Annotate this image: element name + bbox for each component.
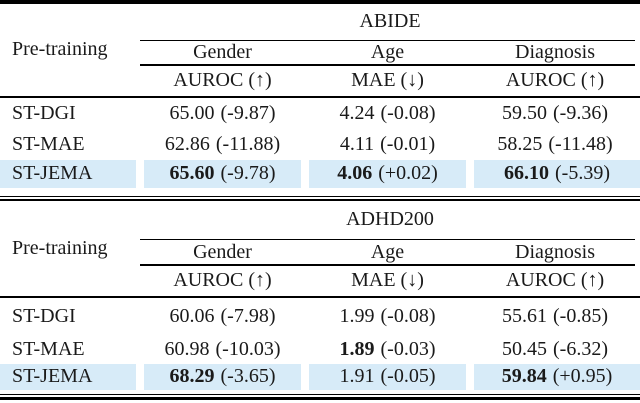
metric-value: 58.25 [497, 133, 543, 155]
metric-delta: (-5.39) [555, 162, 610, 184]
metric-value: 60.98 [164, 337, 210, 360]
section-header-adhd200: Pre-training ADHD200 Gender Age Diagnosi… [0, 201, 640, 296]
metric-cell: 55.61 (-0.85) [470, 298, 640, 335]
pretraining-header: Pre-training [12, 236, 108, 259]
rule-under-dataset [140, 238, 635, 240]
table-row: ST-MAE 60.98 (-10.03) 1.89 (-0.03) 50.45 (-… [0, 335, 640, 364]
metric-cell: 60.06 (-7.98) [140, 298, 305, 335]
header-body-rule [0, 295, 640, 298]
dataset-title: ABIDE [359, 10, 421, 32]
metric-delta: (-0.08) [380, 102, 436, 124]
metric-header-mae-down: MAE (↓) [351, 269, 424, 291]
metric-value: 1.99 [339, 304, 375, 327]
metric-value: 60.06 [169, 304, 215, 327]
section-separator-rule [0, 199, 640, 201]
rule-under-dataset [140, 39, 635, 41]
row-label: ST-MAE [12, 133, 85, 155]
metric-value: 4.24 [339, 102, 375, 124]
row-label: ST-DGI [12, 304, 76, 327]
metric-delta: (-0.03) [380, 337, 436, 360]
metric-cell: 66.10 (-5.39) [474, 159, 640, 188]
metric-value: 62.86 [164, 133, 210, 155]
header-body-rule [0, 95, 640, 98]
metric-delta: (-11.88) [215, 133, 281, 155]
table-row-highlighted: ST-JEMA 68.29 (-3.65) 1.91 (-0.05) 59.84 (+… [0, 363, 640, 390]
metric-value: 66.10 [504, 162, 549, 184]
metric-cell: 65.00 (-9.87) [140, 98, 305, 130]
task-header-gender: Gender [193, 240, 252, 263]
rule-under-tasks [140, 264, 635, 266]
metric-value: 1.89 [339, 337, 375, 360]
table-bottom-gap [0, 395, 640, 397]
table-bottom-rule [0, 393, 640, 395]
metric-header-auroc-up: AUROC (↑) [505, 69, 605, 91]
metric-delta: (-6.32) [553, 337, 608, 360]
metric-cell: 65.60 (-9.78) [144, 159, 301, 188]
task-header-diagnosis: Diagnosis [515, 41, 595, 63]
metric-value: 59.84 [501, 365, 547, 387]
section-header-abide: Pre-training ABIDE Gender Age Diagnosis … [0, 4, 640, 96]
metric-delta: (-11.48) [548, 133, 613, 155]
metric-value: 65.60 [169, 162, 215, 184]
task-header-age: Age [370, 240, 405, 263]
metric-cell: 50.45 (-6.32) [470, 335, 640, 364]
metric-delta: (+0.02) [378, 162, 438, 184]
metric-cell: 62.86 (-11.88) [140, 130, 305, 160]
table-row: ST-DGI 65.00 (-9.87) 4.24 (-0.08) 59.50 (-9… [0, 98, 640, 130]
row-label: ST-DGI [12, 102, 76, 124]
pretraining-header: Pre-training [12, 38, 108, 60]
metric-header-auroc-up: AUROC (↑) [173, 69, 272, 91]
metric-value: 1.91 [339, 365, 375, 387]
task-header-gender: Gender [193, 41, 252, 63]
metric-delta: (-3.65) [220, 365, 276, 387]
metric-cell: 60.98 (-10.03) [140, 335, 305, 364]
table-row: ST-DGI 60.06 (-7.98) 1.99 (-0.08) 55.61 (-0… [0, 298, 640, 335]
metric-delta: (-9.78) [220, 162, 276, 184]
metric-cell: 4.24 (-0.08) [305, 98, 470, 130]
metric-header-auroc-up: AUROC (↑) [173, 269, 272, 291]
metric-value: 50.45 [502, 337, 547, 360]
metric-header-mae-down: MAE (↓) [351, 69, 424, 91]
metric-cell: 59.50 (-9.36) [470, 98, 640, 130]
task-header-diagnosis: Diagnosis [515, 240, 595, 263]
table-bottom-rule-thick [0, 397, 640, 400]
metric-delta: (-9.36) [553, 102, 608, 124]
metric-delta: (-9.87) [220, 102, 276, 124]
metric-delta: (+0.95) [552, 365, 613, 387]
metric-cell: 1.99 (-0.08) [305, 298, 470, 335]
metric-cell: 58.25 (-11.48) [470, 130, 640, 160]
metric-value: 68.29 [169, 365, 215, 387]
metric-delta: (-0.01) [380, 133, 436, 155]
metric-delta: (-0.85) [553, 304, 608, 327]
metric-value: 55.61 [502, 304, 547, 327]
row-label: ST-MAE [12, 337, 85, 360]
spacer [0, 188, 640, 196]
metric-value: 65.00 [169, 102, 215, 124]
table-row: ST-MAE 62.86 (-11.88) 4.11 (-0.01) 58.25 (-… [0, 130, 640, 160]
metric-value: 4.11 [339, 133, 375, 155]
table-top-rule [0, 0, 640, 4]
metric-cell: 68.29 (-3.65) [144, 363, 301, 390]
metric-cell: 1.91 (-0.05) [309, 363, 466, 390]
dataset-title: ADHD200 [346, 208, 434, 230]
metric-delta: (-10.03) [215, 337, 281, 360]
task-header-age: Age [370, 41, 405, 63]
section-separator-rule [0, 195, 640, 197]
rule-under-tasks [140, 64, 635, 66]
metric-cell: 4.11 (-0.01) [305, 130, 470, 160]
table-row-highlighted: ST-JEMA 65.60 (-9.78) 4.06 (+0.02) 66.10 (-… [0, 159, 640, 188]
metric-delta: (-7.98) [220, 304, 276, 327]
metric-cell: 1.89 (-0.03) [305, 335, 470, 364]
metric-delta: (-0.05) [380, 365, 436, 387]
metric-delta: (-0.08) [380, 304, 436, 327]
metric-header-auroc-up: AUROC (↑) [505, 269, 605, 291]
metric-value: 59.50 [502, 102, 547, 124]
metric-cell: 4.06 (+0.02) [309, 159, 466, 188]
metric-value: 4.06 [337, 162, 373, 184]
row-label: ST-JEMA [0, 159, 136, 188]
metric-cell: 59.84 (+0.95) [474, 363, 640, 390]
row-label: ST-JEMA [0, 363, 136, 390]
section-separator-gap [0, 197, 640, 199]
